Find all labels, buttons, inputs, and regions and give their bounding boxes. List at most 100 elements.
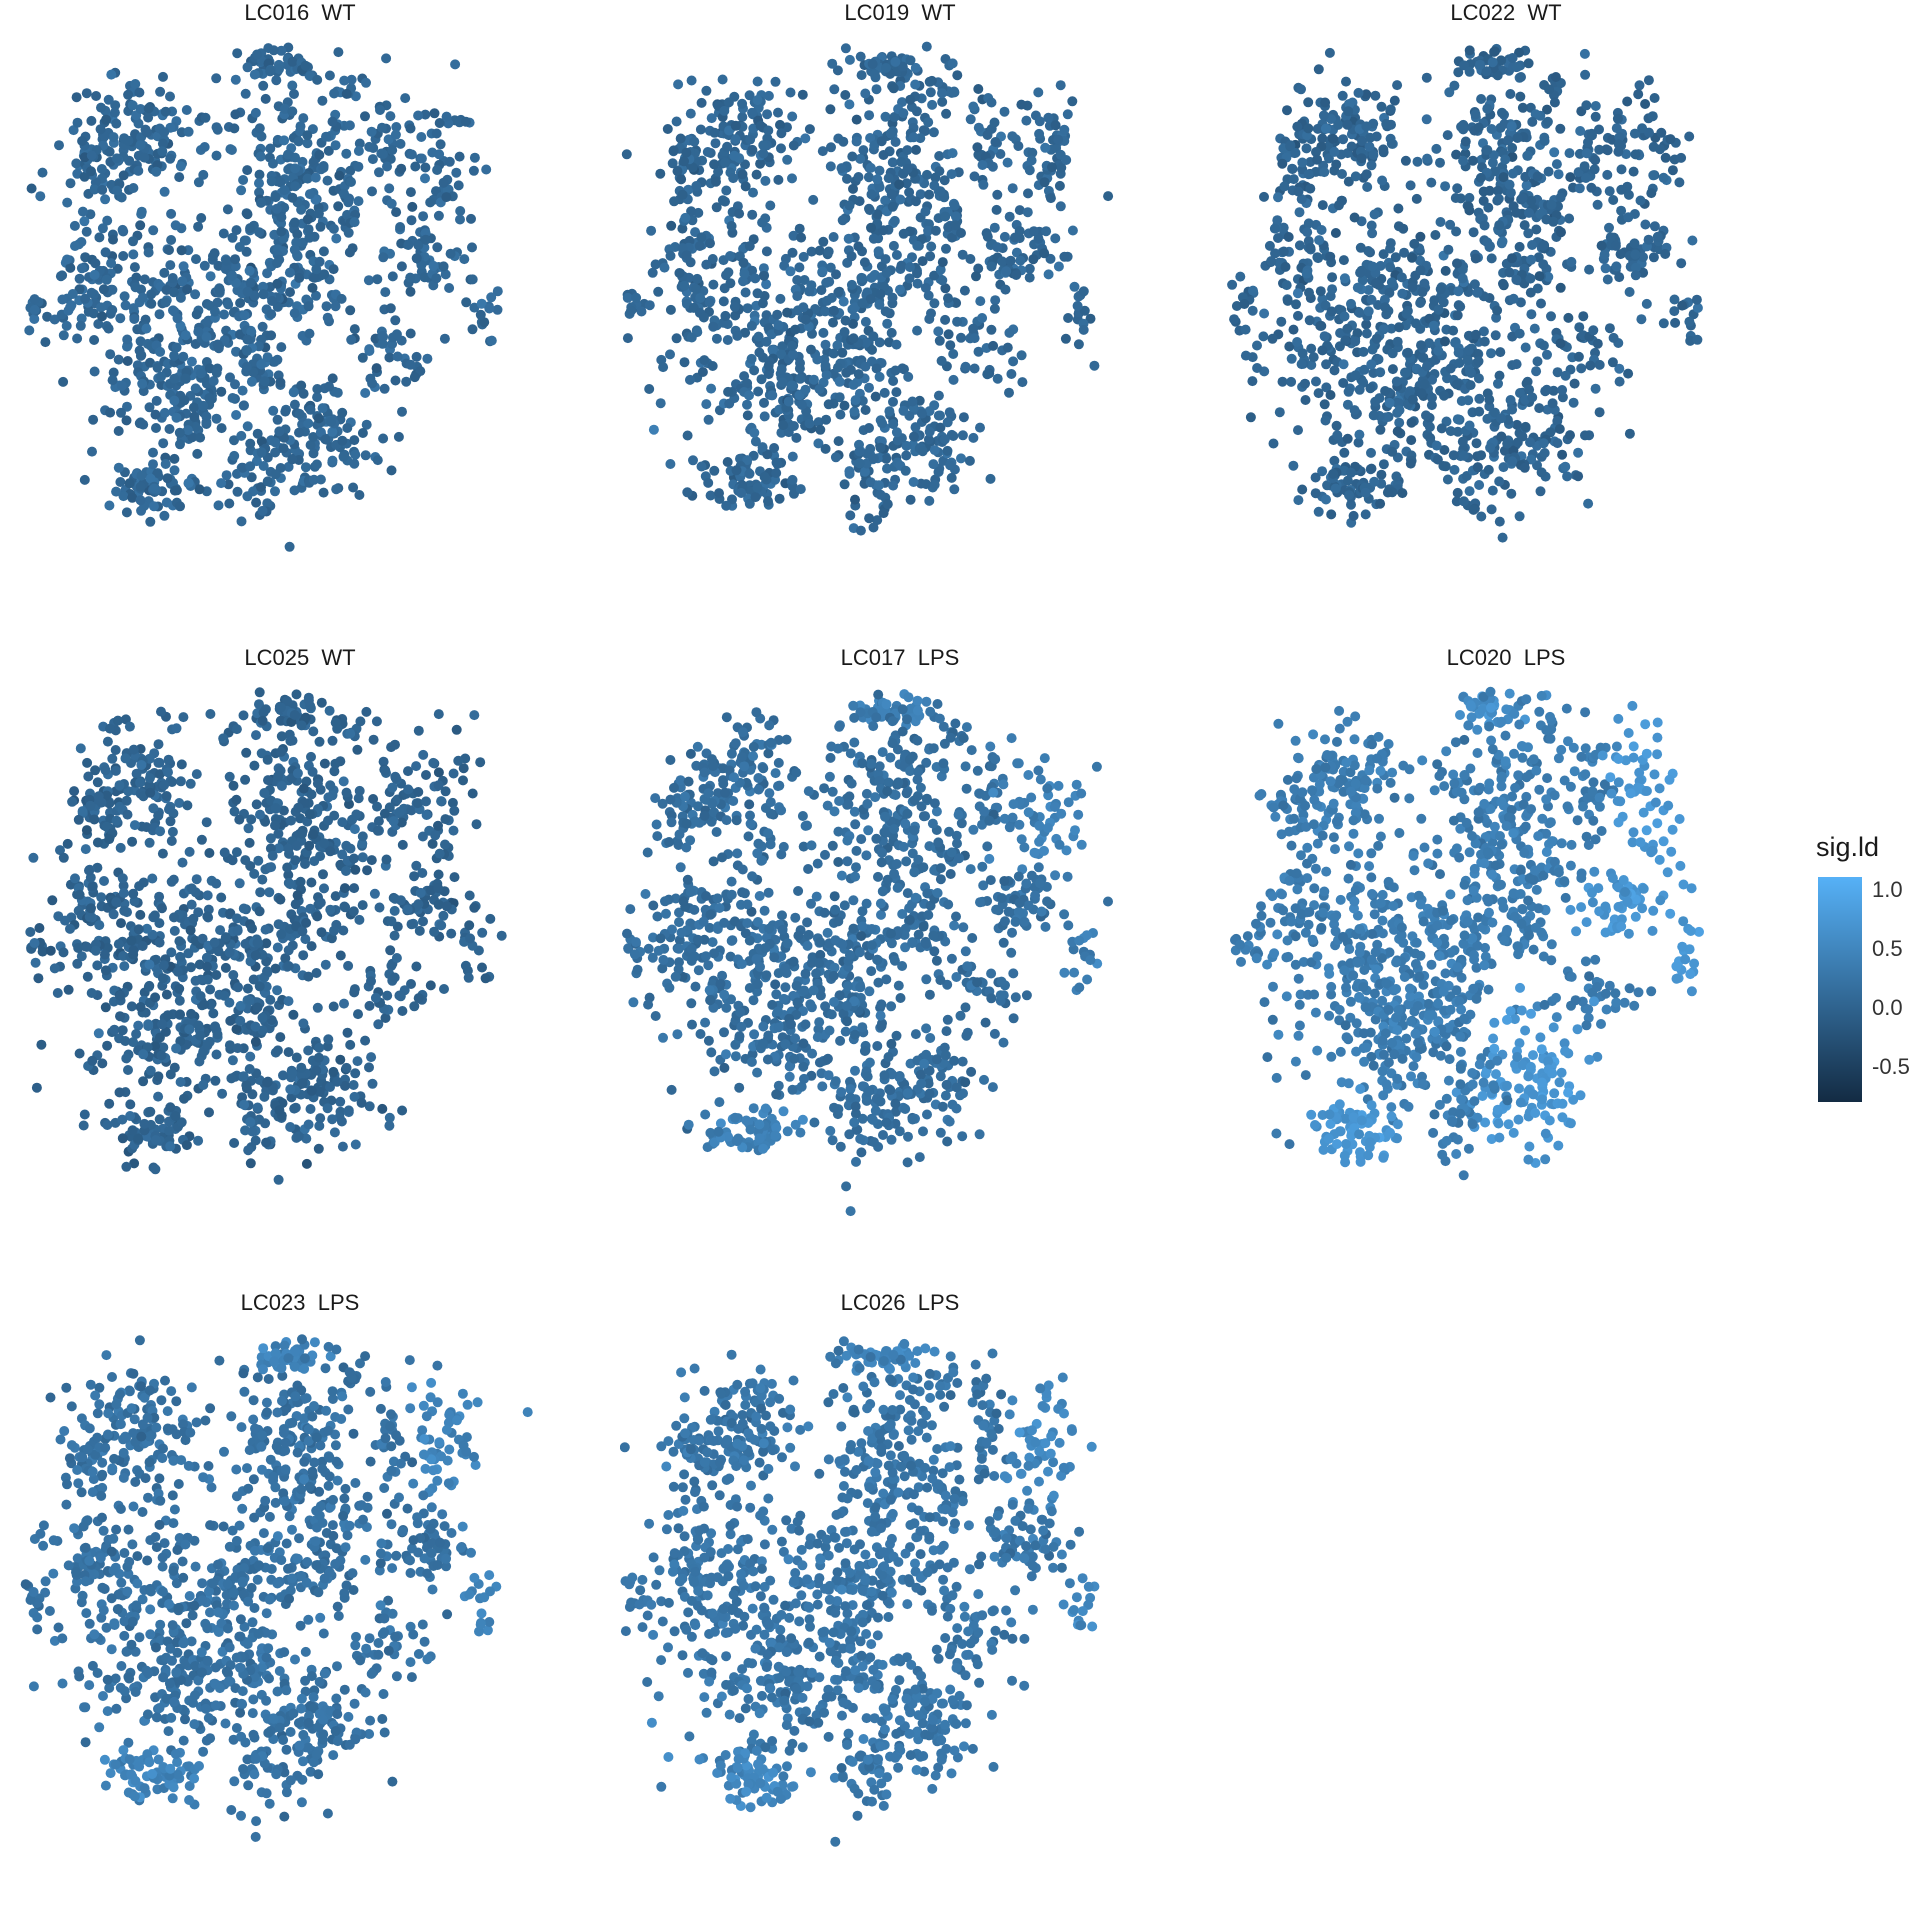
cell-point: [1350, 171, 1361, 182]
cell-point: [1583, 498, 1594, 509]
cell-point: [834, 392, 845, 403]
cell-point: [133, 118, 144, 129]
cell-point: [1464, 45, 1475, 56]
cell-point: [441, 111, 452, 122]
cell-point: [787, 451, 798, 462]
cell-point: [1474, 393, 1485, 404]
cell-point: [796, 232, 807, 243]
cell-point: [1535, 486, 1546, 497]
cell-point: [283, 149, 293, 160]
cell-point: [245, 461, 256, 472]
cell-point: [1089, 360, 1100, 371]
cell-point: [1409, 238, 1420, 249]
cell-point: [1649, 221, 1660, 232]
cell-point: [1406, 435, 1417, 446]
cell-point: [696, 461, 707, 472]
cell-point: [1538, 438, 1549, 449]
cell-point: [1325, 390, 1336, 400]
cell-point: [1476, 450, 1487, 461]
cell-point: [723, 386, 734, 397]
cell-point: [124, 478, 135, 489]
cell-point: [1277, 158, 1288, 169]
cell-point: [28, 852, 39, 863]
cell-point: [327, 373, 338, 384]
cell-point: [1343, 106, 1354, 117]
cell-point: [104, 834, 115, 845]
cell-point: [289, 399, 300, 410]
cell-point: [324, 381, 334, 392]
cell-point: [1581, 148, 1592, 159]
cell-point: [1624, 287, 1635, 297]
cell-point: [972, 142, 983, 153]
cell-point: [1614, 363, 1625, 374]
cell-point: [256, 359, 267, 370]
cell-point: [1007, 183, 1018, 194]
cell-point: [1353, 87, 1364, 98]
cell-point: [1649, 93, 1660, 103]
cell-point: [1382, 487, 1393, 498]
cell-point: [745, 134, 756, 145]
cell-point: [101, 114, 112, 125]
cell-point: [211, 413, 222, 424]
cell-point: [1534, 271, 1545, 282]
cell-point: [853, 369, 864, 380]
cell-point: [787, 173, 797, 184]
cell-point: [300, 462, 311, 473]
cell-point: [748, 187, 758, 198]
cell-point: [130, 282, 141, 293]
cell-point: [410, 161, 421, 172]
cell-point: [1002, 342, 1013, 353]
cell-point: [1479, 336, 1490, 347]
cell-point: [240, 774, 251, 785]
cell-point: [761, 310, 772, 321]
cell-point: [1379, 294, 1390, 305]
cell-point: [891, 427, 902, 438]
cell-point: [319, 758, 330, 769]
cell-point: [428, 260, 439, 271]
cell-point: [865, 477, 876, 488]
cell-point: [289, 217, 300, 228]
cell-point: [1231, 301, 1242, 311]
cell-point: [887, 201, 898, 212]
cell-point: [1005, 255, 1016, 266]
cell-point: [323, 145, 334, 156]
cell-point: [164, 424, 175, 434]
cell-point: [229, 450, 240, 461]
cell-point: [1600, 263, 1611, 274]
cell-point: [65, 178, 76, 189]
cell-point: [35, 191, 46, 202]
cell-point: [492, 304, 503, 315]
cell-point: [305, 440, 316, 450]
cell-point: [867, 59, 878, 69]
cell-point: [104, 798, 115, 809]
cell-point: [832, 362, 843, 373]
cell-point: [992, 373, 1003, 384]
cell-point: [896, 260, 907, 271]
cell-point: [262, 754, 273, 765]
cell-point: [89, 269, 100, 280]
cell-point: [1504, 267, 1515, 278]
cell-point: [107, 375, 118, 386]
cell-point: [840, 315, 851, 326]
cell-point: [272, 278, 283, 289]
cell-point: [1321, 359, 1332, 370]
cell-point: [135, 104, 146, 114]
cell-point: [427, 147, 438, 158]
cell-point: [707, 361, 718, 371]
cell-point: [1292, 337, 1303, 347]
cell-point: [1439, 445, 1450, 455]
cell-point: [783, 396, 794, 407]
cell-point: [1394, 322, 1405, 333]
cell-point: [1451, 379, 1462, 390]
cell-point: [912, 325, 923, 336]
cell-point: [674, 268, 685, 278]
cell-point: [104, 500, 115, 511]
cell-point: [1465, 380, 1476, 391]
cell-point: [249, 760, 260, 771]
cell-point: [448, 768, 459, 779]
cell-point: [844, 200, 855, 211]
cell-point: [1581, 100, 1592, 111]
cell-point: [1549, 147, 1560, 158]
cell-point: [372, 801, 382, 812]
cell-point: [729, 150, 740, 161]
